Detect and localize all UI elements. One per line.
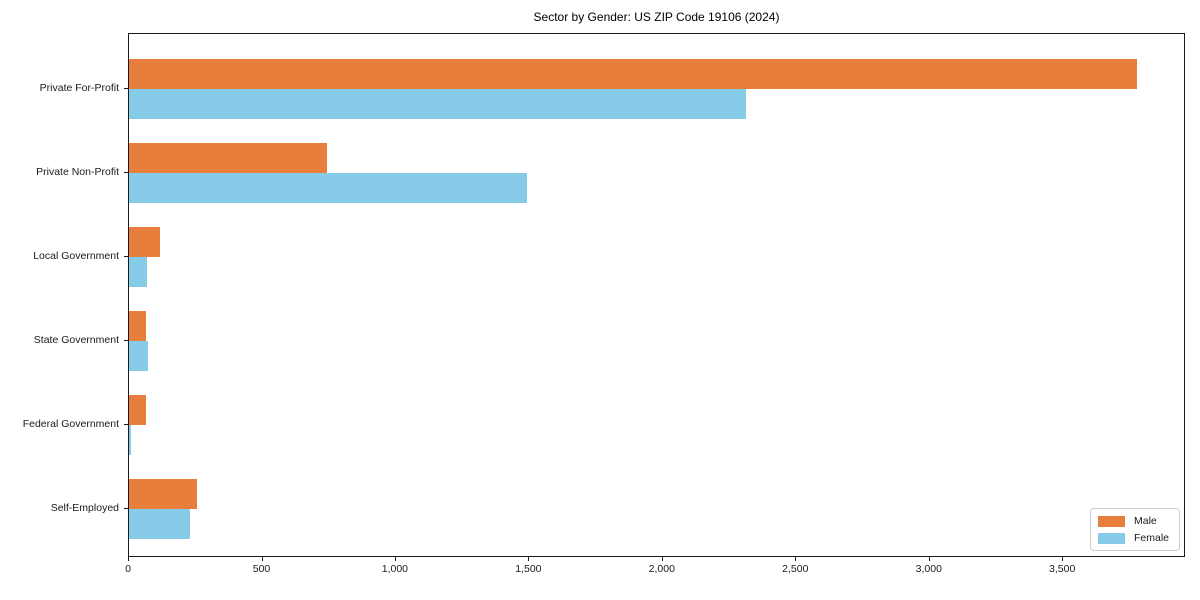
- xtick-label-1-500: 1,500: [515, 563, 542, 575]
- bar-federal-government-female: [129, 424, 132, 455]
- xtick-label-1-000: 1,000: [381, 563, 409, 575]
- xtick-label-2-000: 2,000: [648, 563, 675, 575]
- xtick-mark: [795, 557, 797, 561]
- xtick-mark: [394, 557, 396, 561]
- ytick-mark: [124, 171, 128, 173]
- bar-state-government-male: [129, 310, 147, 341]
- bar-self-employed-female: [129, 509, 191, 539]
- xtick-mark: [928, 557, 930, 561]
- bar-state-government-female: [129, 340, 149, 371]
- bar-private-non-profit-male: [129, 142, 327, 173]
- xtick-mark: [528, 557, 530, 561]
- bar-private-non-profit-female: [129, 172, 527, 203]
- bar-private-for-profit-female: [129, 88, 746, 119]
- ytick-mark: [124, 339, 128, 341]
- legend-swatch-female: [1097, 532, 1125, 544]
- xtick-mark: [661, 557, 663, 561]
- chart-title: Sector by Gender: US ZIP Code 19106 (202…: [533, 10, 780, 24]
- bars-layer: [129, 34, 1184, 556]
- ytick-label-state-government: State Government: [33, 333, 119, 346]
- xtick-mark: [1062, 557, 1064, 561]
- legend-item-male: Male: [1097, 515, 1169, 527]
- bar-local-government-female: [129, 256, 148, 287]
- bar-private-for-profit-male: [129, 58, 1137, 89]
- bar-self-employed-male: [129, 479, 198, 509]
- ytick-label-local-government: Local Government: [33, 249, 119, 262]
- xtick-label-0: 0: [125, 563, 131, 575]
- ytick-label-private-non-profit: Private Non-Profit: [36, 165, 119, 178]
- ytick-label-private-for-profit: Private For-Profit: [39, 81, 119, 94]
- ytick-label-federal-government: Federal Government: [22, 417, 119, 430]
- bar-local-government-male: [129, 226, 160, 257]
- ytick-label-self-employed: Self-Employed: [50, 502, 119, 514]
- ytick-mark: [124, 423, 128, 425]
- legend-swatch-male: [1097, 515, 1125, 527]
- legend-label-male: Male: [1133, 515, 1157, 527]
- xtick-mark: [261, 557, 263, 561]
- xtick-label-500: 500: [252, 563, 271, 575]
- plot-area: Male Female: [128, 33, 1185, 557]
- ytick-mark: [124, 87, 128, 89]
- xtick-label-2-500: 2,500: [782, 563, 809, 575]
- ytick-mark: [124, 255, 128, 257]
- ytick-mark: [124, 508, 128, 509]
- xtick-label-3-500: 3,500: [1049, 563, 1076, 575]
- legend: Male Female: [1089, 508, 1180, 551]
- xtick-mark: [128, 557, 129, 561]
- xtick-label-3-000: 3,000: [915, 563, 942, 575]
- bar-federal-government-male: [129, 394, 147, 425]
- legend-item-female: Female: [1097, 532, 1169, 544]
- legend-label-female: Female: [1133, 532, 1169, 544]
